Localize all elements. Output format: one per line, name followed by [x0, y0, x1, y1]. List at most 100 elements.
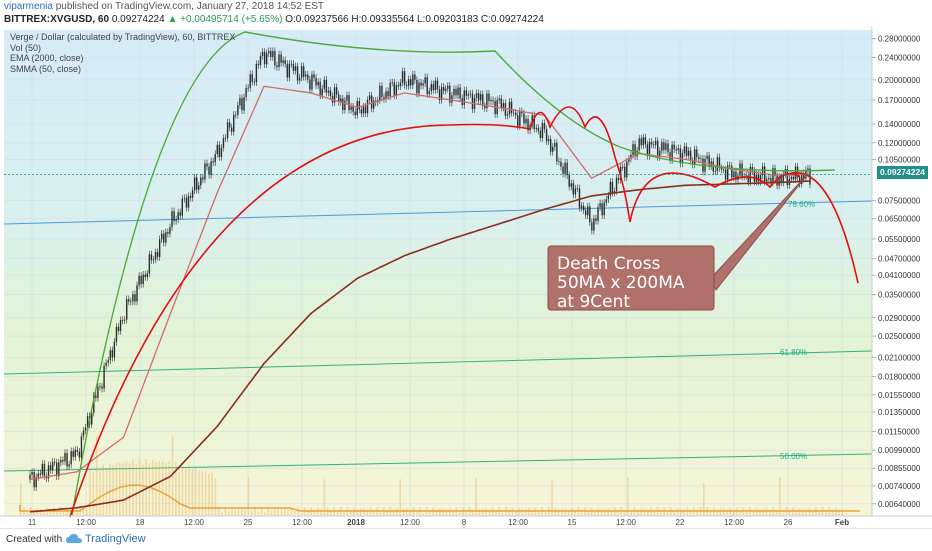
publisher-username[interactable]: viparmenia [4, 1, 53, 12]
price-axis-label: 0.03500000 [878, 291, 921, 300]
volume-bar [422, 512, 425, 516]
candle-body [181, 198, 183, 216]
candle-body [714, 171, 717, 172]
candle-body [175, 219, 177, 221]
candle-body [698, 157, 700, 159]
candle-body [95, 395, 97, 398]
candle-body [624, 166, 626, 178]
candle-body [799, 177, 801, 184]
price-axis-label: 0.01550000 [878, 391, 921, 400]
candle-body [595, 218, 597, 221]
candle-body [770, 177, 772, 183]
candle-body [150, 254, 153, 261]
x-tick-label: 15 [568, 518, 577, 527]
price-axis-label: 0.28000000 [878, 34, 921, 43]
volume-bar [515, 509, 517, 516]
candle-body [156, 252, 159, 257]
volume-bar [782, 512, 784, 516]
candle-body [685, 146, 688, 156]
candle-body [710, 161, 712, 167]
candle-body [659, 150, 661, 158]
x-tick-label: 25 [244, 518, 253, 527]
volume-bar [353, 507, 355, 516]
candle-body [790, 176, 793, 180]
volume-bar [363, 508, 365, 516]
candle-body [319, 81, 321, 96]
candle-body [358, 101, 360, 110]
volume-bar [241, 508, 243, 516]
candle-body [593, 218, 595, 231]
candle-body [37, 473, 39, 478]
volume-bar [277, 509, 279, 516]
candle-body [706, 155, 708, 159]
volume-bar [145, 459, 147, 516]
candle-body [558, 161, 560, 163]
candle-body [609, 181, 612, 196]
price-axis-label: 0.07500000 [878, 197, 921, 206]
candle-body [202, 177, 204, 180]
volume-bar [607, 507, 609, 516]
smma-line [29, 85, 811, 481]
candle-body [449, 85, 451, 103]
candle-body [510, 101, 513, 113]
price-axis-label: 0.02500000 [878, 332, 921, 341]
red-scallop-curve [529, 106, 801, 223]
volume-bar [72, 507, 75, 516]
candle-body [700, 158, 702, 160]
volume-bar [429, 511, 431, 516]
candle-body [344, 100, 346, 110]
candle-body [574, 188, 577, 195]
candle-body [766, 179, 768, 182]
legend-item-ema[interactable]: EMA (2000, close) [10, 53, 84, 64]
candle-body [173, 211, 175, 221]
chart-background [4, 30, 872, 516]
published-text: published on TradingView.com, January 27… [55, 1, 325, 12]
tradingview-brand[interactable]: TradingView [85, 533, 146, 545]
candle-body [198, 185, 200, 190]
candle-body [776, 175, 778, 186]
candle-body [187, 196, 190, 208]
last-price: 0.09274224 [111, 14, 165, 25]
volume-bar [168, 461, 170, 516]
volume-bar [313, 510, 316, 516]
volume-bar [128, 463, 131, 516]
legend-item-vol[interactable]: Vol (50) [10, 42, 42, 53]
volume-bar [442, 508, 444, 516]
volume-bar [432, 507, 434, 516]
candle-body [554, 142, 556, 147]
candle-body [566, 162, 568, 176]
red-projection-curve [784, 172, 859, 284]
volume-bar [673, 510, 675, 516]
candle-body [405, 85, 408, 86]
volume-bar [138, 459, 141, 516]
price-chart[interactable]: 11 12:00 18 12:00 25 12:00 2018 12:00 8 12:00 15 12… [0, 27, 932, 528]
candle-body [490, 100, 492, 102]
candle-body [288, 63, 291, 78]
candle-body [70, 451, 72, 465]
candle-body [183, 197, 186, 199]
candle-body [533, 115, 535, 129]
current-price-label: 0.09274224 [877, 166, 928, 179]
legend-item-smma[interactable]: SMMA (50, close) [10, 63, 82, 74]
symbol-info: BITTREX:XVGUSD, 60 0.09274224 ▲ +0.00495… [4, 14, 544, 25]
volume-bar [564, 508, 566, 516]
volume-bar [825, 512, 827, 516]
candle-body [193, 177, 196, 191]
volume-bar [350, 510, 352, 516]
volume-bar [449, 507, 451, 516]
candle-body [68, 464, 70, 467]
volume-bar [178, 468, 180, 516]
candle-body [803, 173, 805, 179]
candle-body [650, 141, 653, 145]
candle-body [416, 79, 418, 94]
candle-body [759, 175, 762, 182]
volume-bar [82, 508, 85, 516]
price-axis-label: 0.04100000 [878, 271, 921, 280]
candle-body [634, 144, 636, 157]
candle-body [29, 474, 31, 480]
candle-body [541, 123, 544, 139]
volume-bar [713, 507, 715, 516]
candle-body [255, 63, 258, 83]
volume-bar [392, 510, 395, 516]
volume-bar [86, 509, 88, 516]
